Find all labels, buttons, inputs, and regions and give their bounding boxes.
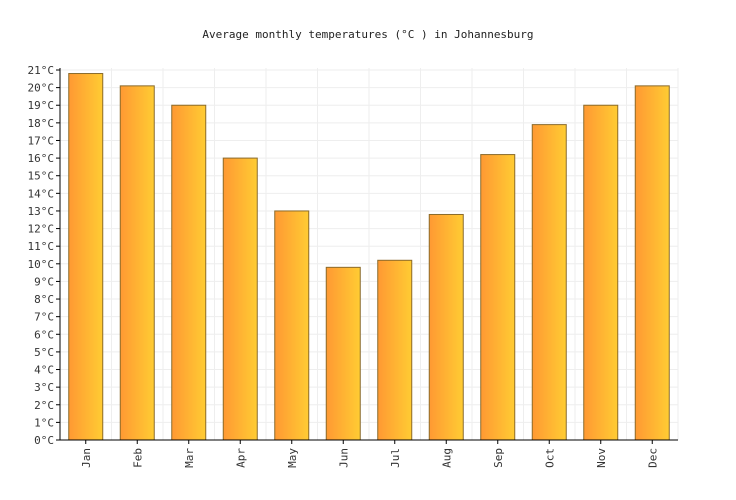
y-tick-label: 0°C	[34, 434, 54, 447]
chart-title: Average monthly temperatures (°C ) in Jo…	[202, 28, 533, 41]
y-tick-label: 14°C	[28, 187, 55, 200]
y-tick-label: 5°C	[34, 346, 54, 359]
y-axis-ticks: 0°C 1°C 2°C 3°C 4°C 5°C 6°C 7°C 8°C 9°C 10°C 11°C 12…	[28, 64, 60, 447]
bar-jun	[325, 266, 361, 441]
x-tick-label: Nov	[595, 448, 608, 468]
x-tick-label: Jan	[80, 448, 93, 468]
y-tick-label: 2°C	[34, 399, 54, 412]
y-tick-label: 20°C	[28, 82, 55, 95]
y-tick-label: 6°C	[34, 328, 54, 341]
bar-sep	[480, 154, 516, 441]
bar-jul	[377, 259, 413, 441]
y-tick-label: 8°C	[34, 293, 54, 306]
y-tick-label: 13°C	[28, 205, 55, 218]
bar-aug	[428, 213, 464, 441]
x-axis-ticks: Jan Feb Mar Apr May Jun Jul Aug Sep Oct Nov Dec	[80, 440, 659, 468]
x-tick-label: Oct	[543, 448, 556, 468]
y-tick-label: 1°C	[34, 416, 54, 429]
bar-jan	[68, 73, 104, 441]
x-tick-label: Sep	[492, 448, 505, 468]
bar-dec	[634, 85, 670, 441]
grid-lines	[60, 68, 679, 440]
y-tick-label: 9°C	[34, 275, 54, 288]
x-tick-label: Aug	[440, 448, 453, 468]
y-tick-label: 12°C	[28, 223, 55, 236]
y-tick-label: 21°C	[28, 64, 55, 77]
x-tick-label: Dec	[646, 448, 659, 468]
bar-apr	[222, 157, 258, 441]
x-tick-label: Jul	[389, 448, 402, 468]
y-tick-label: 18°C	[28, 117, 55, 130]
bar-mar	[171, 104, 207, 441]
y-tick-label: 19°C	[28, 99, 55, 112]
y-tick-label: 3°C	[34, 381, 54, 394]
y-tick-label: 17°C	[28, 134, 55, 147]
y-tick-label: 11°C	[28, 240, 55, 253]
y-tick-label: 16°C	[28, 152, 55, 165]
bar-nov	[583, 104, 619, 441]
x-tick-label: Jun	[337, 448, 350, 468]
y-tick-label: 7°C	[34, 311, 54, 324]
bar-may	[274, 210, 310, 441]
x-tick-label: Feb	[131, 448, 144, 468]
bar-oct	[531, 124, 567, 441]
y-tick-label: 4°C	[34, 364, 54, 377]
y-tick-label: 10°C	[28, 258, 55, 271]
y-tick-label: 15°C	[28, 170, 55, 183]
x-tick-label: Apr	[234, 448, 247, 468]
x-tick-label: Mar	[183, 448, 196, 468]
bar-feb	[119, 85, 155, 441]
x-tick-label: May	[286, 448, 299, 468]
bars	[68, 73, 670, 441]
